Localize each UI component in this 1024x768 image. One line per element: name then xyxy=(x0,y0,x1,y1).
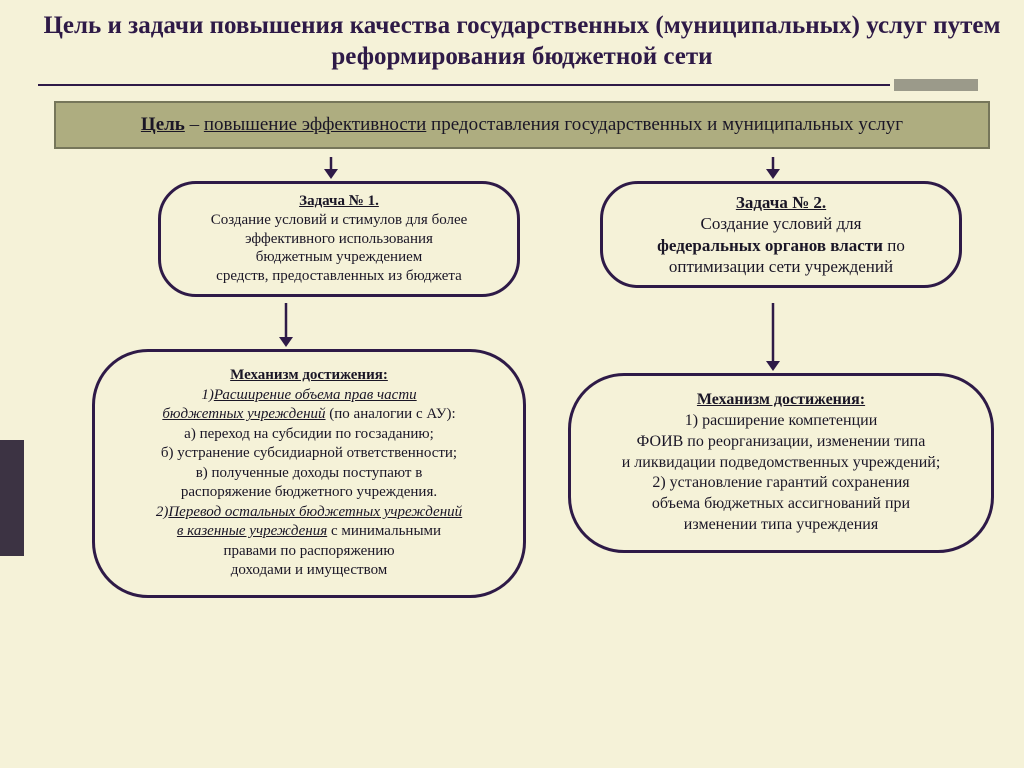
slide-title: Цель и задачи повышения качества государ… xyxy=(38,10,1006,73)
goal-underlined: повышение эффективности xyxy=(204,114,426,135)
task2-l2-rest: по xyxy=(887,236,905,255)
mechanism1-box: Механизм достижения: 1)Расширение объема… xyxy=(92,349,526,598)
goal-rest: предоставления государственных и муницип… xyxy=(426,114,903,135)
mech2-heading: Механизм достижения: xyxy=(593,390,969,411)
task1-box: Задача № 1. Создание условий и стимулов … xyxy=(158,181,520,297)
mech1-p2a: 2) xyxy=(156,504,169,520)
mech1-p1b: Расширение объема прав части xyxy=(214,387,417,403)
goal-box: Цель – повышение эффективности предостав… xyxy=(54,101,990,150)
arrow-task2-mech2 xyxy=(763,303,783,373)
mechanism2-box: Механизм достижения: 1) расширение компе… xyxy=(568,373,994,553)
mech1-p2: 2)Перевод остальных бюджетных учреждений xyxy=(117,503,501,523)
task2-heading: Задача № 2. xyxy=(619,192,943,213)
mech1-a: а) переход на субсидии по госзаданию; xyxy=(117,425,501,445)
task2-l2-bold: федеральных органов власти xyxy=(657,236,887,255)
mech1-p2e: правами по распоряжению xyxy=(117,542,501,562)
title-divider xyxy=(38,79,1006,91)
mech1-p2d: с минимальными xyxy=(327,523,441,539)
task1-l3: бюджетным учреждением xyxy=(177,248,501,267)
mech2-l3: и ликвидации подведомственных учреждений… xyxy=(593,453,969,474)
mech1-c2: распоряжение бюджетного учреждения. xyxy=(117,483,501,503)
mech1-p1c: бюджетных учреждений xyxy=(162,406,325,422)
task1-heading: Задача № 1. xyxy=(177,192,501,211)
mech1-c1: в) полученные доходы поступают в xyxy=(117,464,501,484)
task1-l1: Создание условий и стимулов для более xyxy=(177,211,501,230)
mech1-p2b: Перевод остальных бюджетных учреждений xyxy=(168,504,462,520)
arrow-goal-task2 xyxy=(763,157,783,181)
mech1-p1: 1)Расширение объема прав части xyxy=(117,386,501,406)
task2-l2: федеральных органов власти по xyxy=(619,235,943,256)
task1-l4: средств, предоставленных из бюджета xyxy=(177,267,501,286)
arrow-task1-mech1 xyxy=(276,303,296,349)
task1-l2: эффективного использования xyxy=(177,230,501,249)
side-decor-strip xyxy=(0,440,24,556)
mech1-p2-2: в казенные учреждения с минимальными xyxy=(117,522,501,542)
mech2-l5: объема бюджетных ассигнований при xyxy=(593,494,969,515)
mech1-p2f: доходами и имуществом xyxy=(117,561,501,581)
divider-accent xyxy=(894,79,978,91)
task2-l3: оптимизации сети учреждений xyxy=(619,256,943,277)
mech1-heading: Механизм достижения: xyxy=(117,366,501,386)
mech1-p2c: в казенные учреждения xyxy=(177,523,327,539)
content-area: Задача № 1. Создание условий и стимулов … xyxy=(38,157,1006,677)
slide-root: Цель и задачи повышения качества государ… xyxy=(0,0,1024,768)
mech2-l1: 1) расширение компетенции xyxy=(593,411,969,432)
mech2-l6: изменении типа учреждения xyxy=(593,515,969,536)
goal-label: Цель xyxy=(141,114,185,135)
task2-box: Задача № 2. Создание условий для федерал… xyxy=(600,181,962,288)
task2-l1: Создание условий для xyxy=(619,213,943,234)
mech2-l2: ФОИВ по реорганизации, изменении типа xyxy=(593,432,969,453)
mech2-l4: 2) установление гарантий сохранения xyxy=(593,473,969,494)
goal-dash: – xyxy=(185,114,204,135)
divider-line xyxy=(38,84,890,86)
mech1-p1a: 1) xyxy=(201,387,214,403)
mech1-b: б) устранение субсидиарной ответственнос… xyxy=(117,444,501,464)
arrow-goal-task1 xyxy=(321,157,341,181)
mech1-p1-2: бюджетных учреждений (по аналогии с АУ): xyxy=(117,405,501,425)
mech1-p1d: (по аналогии с АУ): xyxy=(326,406,456,422)
